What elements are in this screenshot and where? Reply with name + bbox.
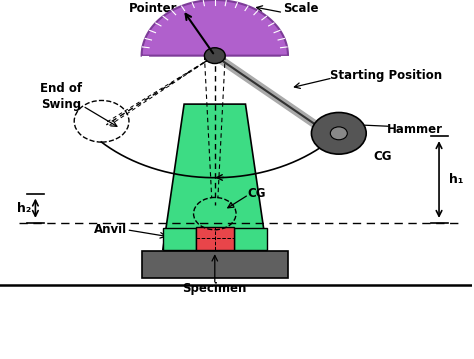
Polygon shape xyxy=(163,104,267,250)
Text: Anvil: Anvil xyxy=(94,223,128,236)
Circle shape xyxy=(311,112,366,154)
Text: Scale: Scale xyxy=(283,3,319,15)
Polygon shape xyxy=(234,228,267,250)
Bar xyxy=(142,251,288,278)
Text: h₂: h₂ xyxy=(18,202,32,215)
Text: Starting Position: Starting Position xyxy=(330,69,443,82)
Text: Specimen: Specimen xyxy=(182,283,247,295)
Text: h₁: h₁ xyxy=(449,173,464,186)
Text: Pointer: Pointer xyxy=(129,3,178,15)
Polygon shape xyxy=(142,0,288,56)
Text: End of
Swing: End of Swing xyxy=(40,83,82,111)
Text: CG: CG xyxy=(248,187,266,200)
Text: Hammer: Hammer xyxy=(387,123,443,136)
Text: CG: CG xyxy=(373,150,392,163)
Circle shape xyxy=(204,48,225,64)
Polygon shape xyxy=(163,228,196,250)
Bar xyxy=(196,227,234,250)
Circle shape xyxy=(330,127,347,140)
